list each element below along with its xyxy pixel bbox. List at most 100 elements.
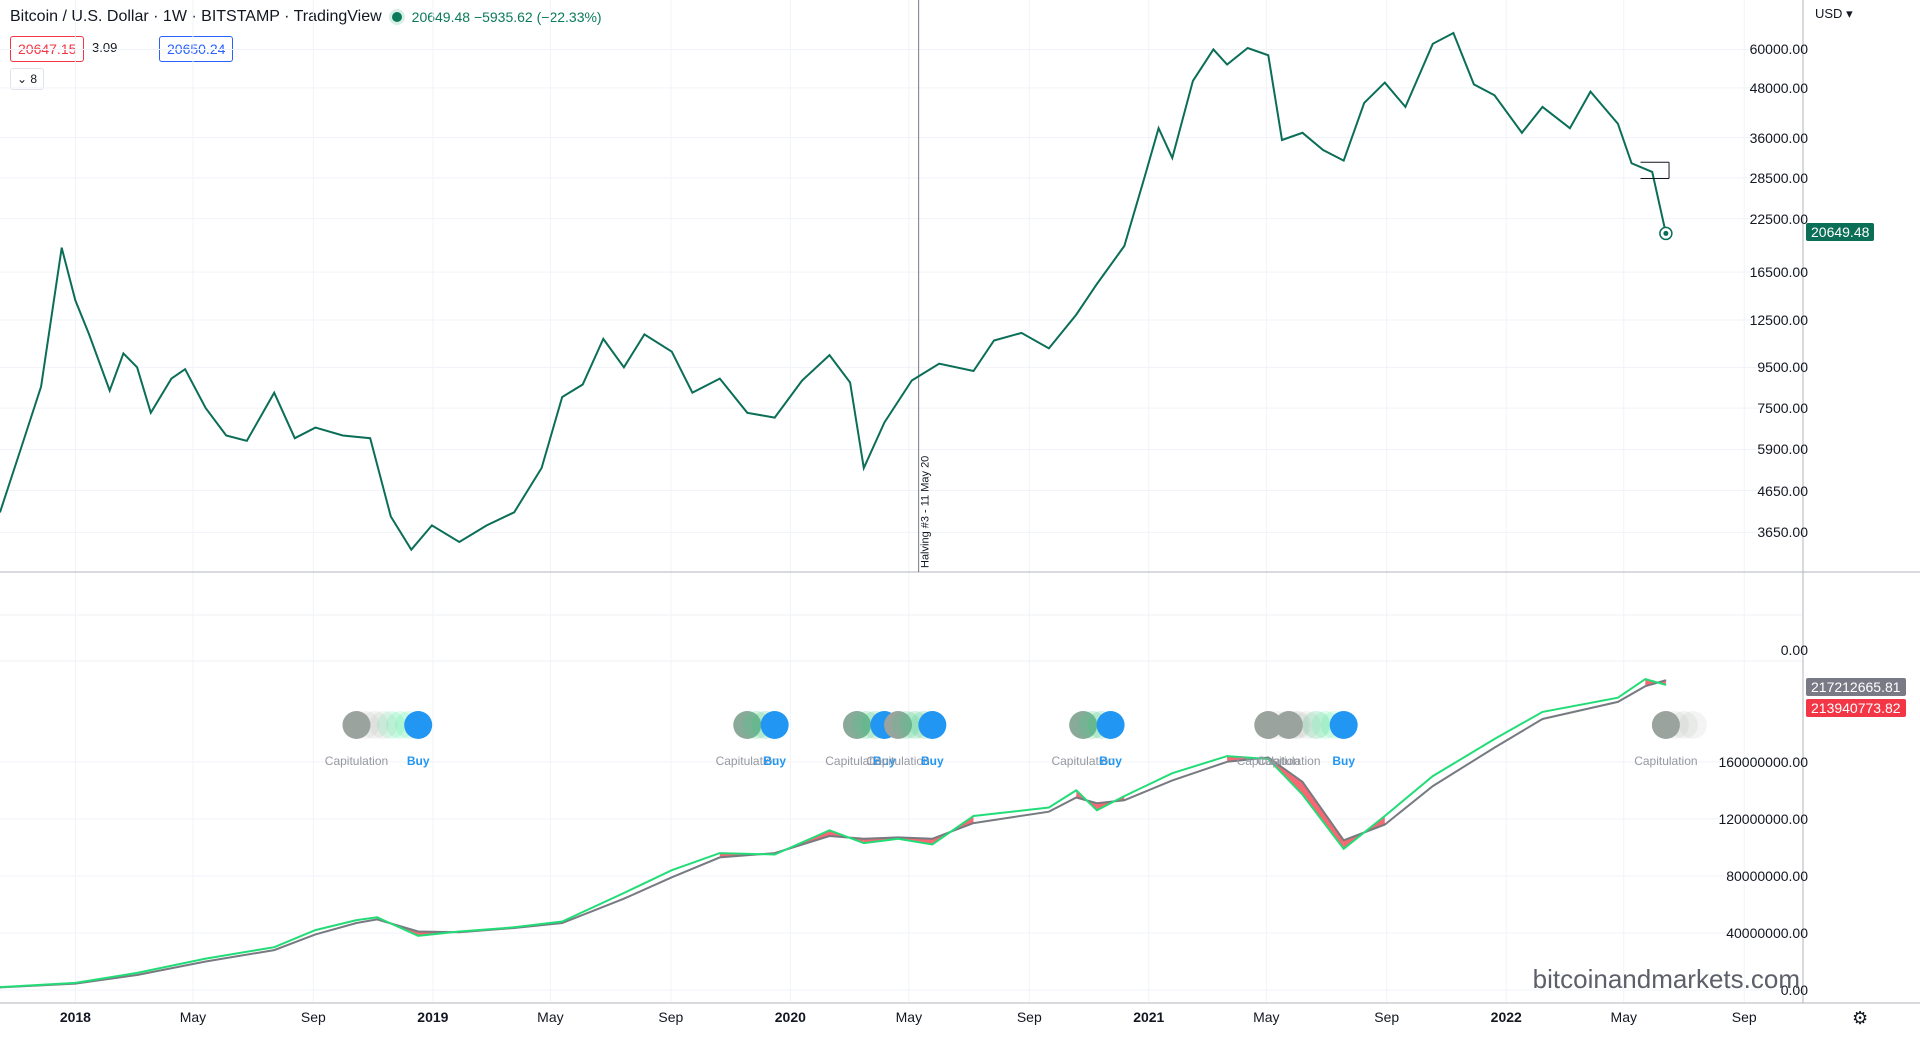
price-point	[486, 524, 488, 526]
x-tick-label: May	[895, 1009, 923, 1025]
watermark: bitcoinandmarkets.com	[1532, 964, 1800, 994]
price-point	[582, 384, 584, 386]
last-price-tag: 20649.48	[1806, 223, 1875, 242]
price-point	[1247, 47, 1249, 49]
signal-trail	[843, 711, 872, 739]
price-point	[458, 541, 460, 543]
price-point	[0, 511, 1, 513]
indicator-series	[0, 678, 1667, 989]
price-point	[410, 549, 412, 551]
gear-icon[interactable]: ⚙	[1852, 1008, 1869, 1028]
price-series	[0, 31, 1673, 552]
price-point	[1020, 332, 1022, 334]
pane-separators	[0, 571, 1920, 1004]
gray-series-point	[458, 931, 460, 933]
x-tick-label: Sep	[1731, 1009, 1757, 1025]
indicator-tag-gray: 217212665.81	[1806, 678, 1906, 696]
price-point	[390, 516, 392, 518]
y-tick-label: 160000000.00	[1718, 753, 1808, 770]
price-point	[513, 511, 515, 513]
gray-series-point	[1075, 796, 1077, 798]
y-tick-label: 36000.00	[1749, 129, 1808, 146]
green-series-point	[376, 916, 378, 918]
price-point	[1322, 149, 1324, 151]
price-point	[1521, 132, 1523, 134]
signal-label: Capitulation	[1257, 754, 1320, 768]
gray-series-point	[1096, 802, 1098, 804]
gray-series-point	[897, 836, 899, 838]
buy-signal-marker	[404, 711, 433, 739]
price-point	[774, 417, 776, 419]
price-point	[1171, 157, 1173, 159]
green-series-point	[863, 842, 865, 844]
price-point	[170, 378, 172, 380]
gray-series-point	[1384, 824, 1386, 826]
indicators-collapse-button[interactable]: ⌄ 8	[10, 68, 45, 90]
x-tick-label: Sep	[300, 1009, 326, 1025]
x-tick-label: 2022	[1490, 1009, 1522, 1025]
capitulation-signal-marker	[842, 711, 871, 739]
gray-series-point	[931, 838, 933, 840]
green-series-point	[1267, 758, 1269, 760]
price-point	[1651, 171, 1653, 173]
gray-series-point	[314, 933, 316, 935]
green-series-point	[774, 854, 776, 856]
y-tick-label: 60000.00	[1749, 41, 1808, 58]
price-point	[719, 378, 721, 380]
x-tick-label: May	[1610, 1009, 1637, 1025]
gray-series-point	[1665, 679, 1667, 681]
gray-series-point	[376, 918, 378, 920]
price-point	[150, 412, 152, 414]
spread-value: 3.09	[92, 40, 118, 55]
green-series-point	[314, 929, 316, 931]
price-point	[1617, 123, 1619, 125]
price-point	[602, 338, 604, 340]
capitulation-signal-marker	[1274, 711, 1303, 739]
gray-series-point	[513, 927, 515, 929]
price-change: 20649.48 −5935.62 (−22.33%)	[411, 9, 602, 25]
price-point	[863, 467, 865, 469]
green-series-point	[897, 838, 899, 840]
price-point	[541, 467, 543, 469]
green-series-point	[513, 926, 515, 928]
gray-series-point	[205, 960, 207, 962]
signal-trail	[733, 711, 762, 739]
gray-series-point	[774, 852, 776, 854]
price-line	[0, 31, 1667, 552]
green-series-point	[1171, 772, 1173, 774]
signal-trail	[1069, 711, 1098, 739]
green-series-point	[1096, 809, 1098, 811]
x-tick-label: Sep	[1016, 1009, 1042, 1025]
chevron-down-icon: ▾	[1846, 6, 1853, 21]
price-point	[1569, 127, 1571, 129]
gray-series-point	[1432, 785, 1434, 787]
price-point	[1473, 83, 1475, 85]
price-point	[1384, 82, 1386, 84]
green-series-point	[561, 921, 563, 923]
chevron-down-icon: ⌄	[17, 72, 31, 86]
gray-series-point	[829, 835, 831, 837]
price-point	[1494, 94, 1496, 96]
x-tick-label: 2018	[59, 1009, 91, 1025]
signal-label: Capitulation	[1634, 754, 1697, 768]
y-tick-label: 80000000.00	[1726, 867, 1808, 884]
gray-series-point	[1267, 757, 1269, 759]
price-point	[205, 407, 207, 409]
currency-selector[interactable]: USD ▾	[1815, 6, 1853, 22]
signal-label: Capitulation	[1051, 754, 1114, 768]
signal-label: Capitulation	[825, 754, 888, 768]
buy-signal-marker	[918, 711, 947, 739]
green-series-point	[931, 844, 933, 846]
x-tick-label: Sep	[658, 1009, 684, 1025]
price-point	[1589, 91, 1591, 93]
price-point	[20, 448, 22, 450]
price-point	[1541, 106, 1543, 108]
green-series-point	[719, 852, 721, 854]
buy-signal-marker	[1096, 711, 1125, 739]
y-tick-label: 12500.00	[1749, 312, 1808, 328]
price-point	[1144, 175, 1146, 177]
signal-label: Capitulation	[716, 754, 779, 768]
symbol-title[interactable]: Bitcoin / U.S. Dollar · 1W · BITSTAMP · …	[10, 8, 382, 25]
y-tick-label: 9500.00	[1757, 359, 1808, 376]
